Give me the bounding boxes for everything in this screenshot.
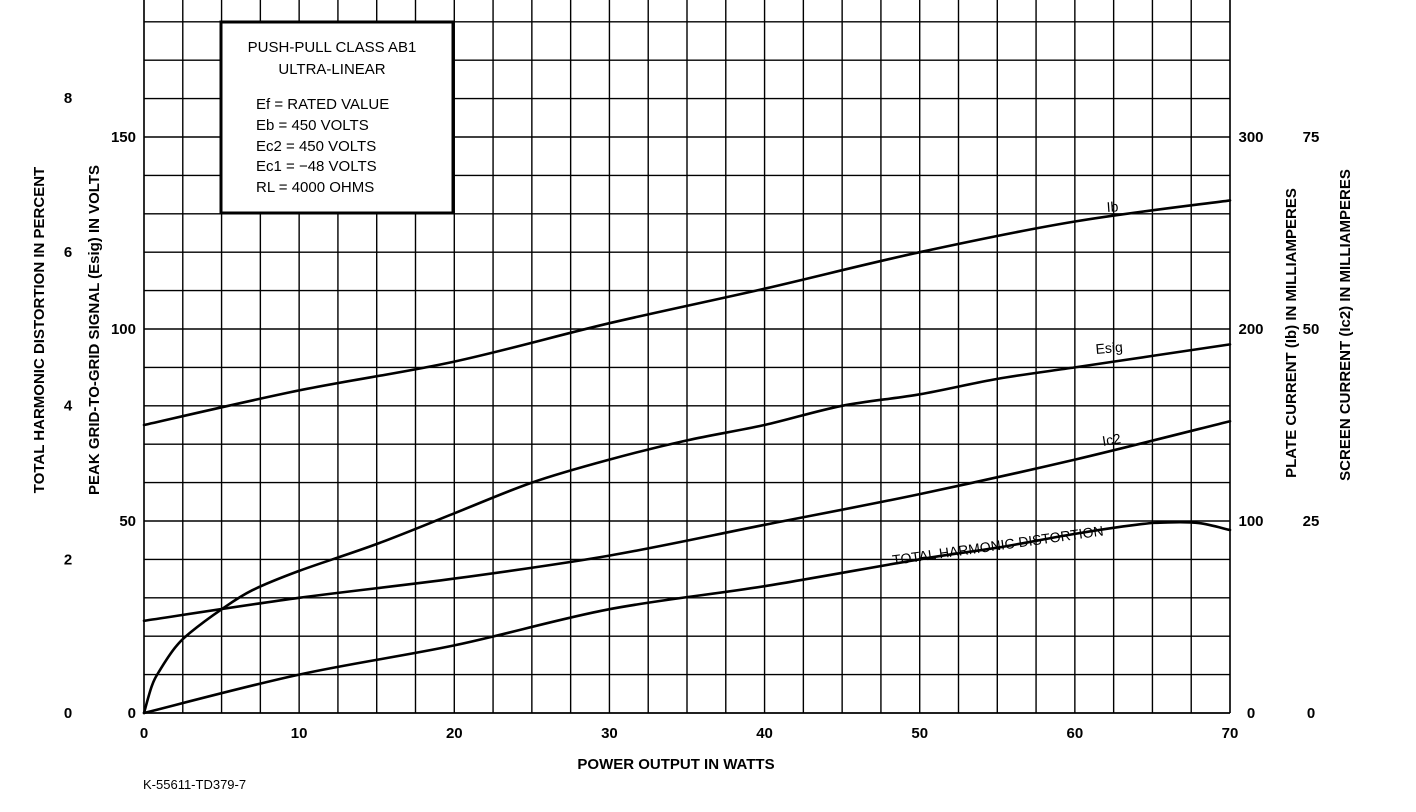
esig-tick-label: 100 xyxy=(111,321,136,338)
ic2-curve xyxy=(142,419,1232,623)
conditions-title-line1: PUSH-PULL CLASS AB1 xyxy=(248,39,417,56)
ib-tick-label: 100 xyxy=(1238,513,1263,530)
ic2-tick-label: 50 xyxy=(1303,321,1320,338)
thd-axis-title: TOTAL HARMONIC DISTORTION IN PERCENT xyxy=(31,167,48,493)
x-tick-label: 20 xyxy=(446,725,463,742)
ic2-tick-label: 75 xyxy=(1303,129,1320,146)
ic2-axis-title: SCREEN CURRENT (Ic2) IN MILLIAMPERES xyxy=(1337,169,1354,481)
curves xyxy=(142,199,1232,715)
ib-axis-title: PLATE CURRENT (Ib) IN MILLIAMPERES xyxy=(1283,188,1300,478)
condition-ec1: Ec1 = −48 VOLTS xyxy=(256,158,377,175)
conditions-box-frame xyxy=(219,20,455,215)
thd-curve xyxy=(142,520,1232,715)
x-axis-title: POWER OUTPUT IN WATTS xyxy=(577,756,774,773)
thd-tick-label: 0 xyxy=(64,705,72,722)
thd-tick-label: 6 xyxy=(64,244,72,261)
x-tick-label: 70 xyxy=(1222,725,1239,742)
y-tick-labels: 0 2 4 6 8 0 50 100 150 0 100 200 300 0 25 50 75 xyxy=(64,90,1320,722)
ic2-curve-label: Ic2 xyxy=(1101,430,1122,449)
x-tick-label: 60 xyxy=(1067,725,1084,742)
ib-tick-label: 300 xyxy=(1238,129,1263,146)
thd-tick-label: 4 xyxy=(64,398,73,415)
esig-tick-label: 50 xyxy=(119,513,136,530)
thd-tick-label: 2 xyxy=(64,551,72,568)
x-tick-label: 50 xyxy=(911,725,928,742)
thd-tick-label: 8 xyxy=(64,90,72,107)
x-tick-label: 0 xyxy=(140,725,148,742)
x-tick-label: 10 xyxy=(291,725,308,742)
esig-curve xyxy=(142,343,1232,715)
x-tick-label: 30 xyxy=(601,725,618,742)
condition-eb: Eb = 450 VOLTS xyxy=(256,117,369,134)
esig-tick-label: 150 xyxy=(111,129,136,146)
condition-rl: RL = 4000 OHMS xyxy=(256,179,374,196)
condition-ec2: Ec2 = 450 VOLTS xyxy=(256,138,376,155)
ib-tick-label: 0 xyxy=(1247,705,1255,722)
ic2-tick-label: 25 xyxy=(1303,513,1320,530)
conditions-box: PUSH-PULL CLASS AB1 ULTRA-LINEAR Ef = RA… xyxy=(219,20,455,215)
esig-axis-title: PEAK GRID-TO-GRID SIGNAL (Esig) IN VOLTS xyxy=(86,165,103,495)
ib-tick-label: 200 xyxy=(1238,321,1263,338)
x-tick-labels: 0 10 20 30 40 50 60 70 xyxy=(140,725,1239,742)
ic2-tick-label: 0 xyxy=(1307,705,1315,722)
x-tick-label: 40 xyxy=(756,725,773,742)
condition-ef: Ef = RATED VALUE xyxy=(256,96,389,113)
esig-tick-label: 0 xyxy=(128,705,136,722)
ib-curve-label: Ib xyxy=(1106,198,1119,215)
figure-code: K-55611-TD379-7 xyxy=(143,777,246,792)
esig-curve-label: Esig xyxy=(1095,339,1124,357)
conditions-title-line2: ULTRA-LINEAR xyxy=(278,61,385,78)
ib-curve xyxy=(142,199,1232,427)
